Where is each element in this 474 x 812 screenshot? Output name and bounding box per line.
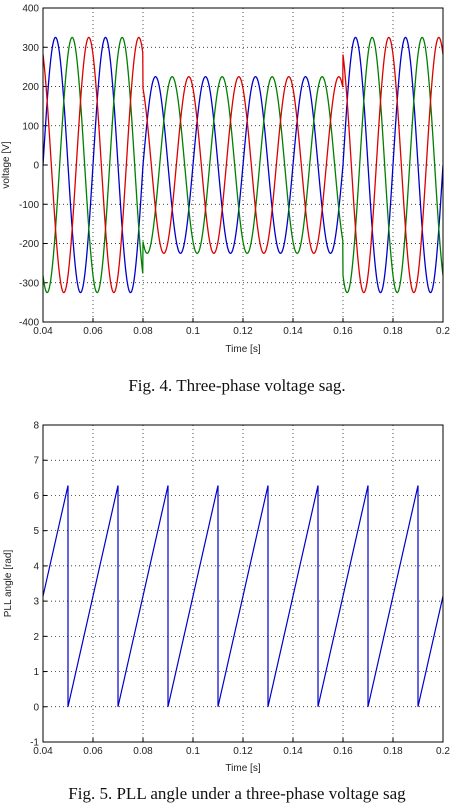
fig4-tick-label-x: 0.12 bbox=[233, 326, 253, 337]
fig5-tick-label-x: 0.12 bbox=[233, 746, 253, 757]
fig5-y-axis-label: PLL angle [rad] bbox=[3, 550, 14, 618]
fig4-tick-label-y: -200 bbox=[19, 239, 39, 250]
fig4-tick-label-x: 0.08 bbox=[133, 326, 153, 337]
fig4-tick-label-y: 200 bbox=[22, 82, 39, 93]
fig4-caption: Fig. 4. Three-phase voltage sag. bbox=[128, 376, 346, 395]
fig4-tick-label-x: 0.04 bbox=[33, 326, 53, 337]
fig5-pll-angle-line bbox=[43, 485, 443, 707]
fig5-tick-label-y: 2 bbox=[33, 632, 39, 643]
fig4-tick-label-x: 0.18 bbox=[383, 326, 403, 337]
fig5-tick-label-x: 0.14 bbox=[283, 746, 303, 757]
fig5-x-axis-label: Time [s] bbox=[225, 763, 260, 774]
fig4-series-group bbox=[43, 36, 443, 294]
fig4-x-axis-label: Time [s] bbox=[225, 344, 260, 355]
fig4-tick-label-x: 0.14 bbox=[283, 326, 303, 337]
fig5-tick-label-x: 0.16 bbox=[333, 746, 353, 757]
fig5-tick-label-x: 0.2 bbox=[436, 746, 450, 757]
fig5-tick-label-y: 3 bbox=[33, 597, 39, 608]
fig4-tick-label-y: 400 bbox=[22, 4, 39, 15]
fig4-series-3-line bbox=[43, 36, 443, 294]
fig5-tick-label-y: 4 bbox=[33, 561, 39, 572]
fig5-tick-label-x: 0.1 bbox=[186, 746, 200, 757]
fig5-tick-label-y: 1 bbox=[33, 667, 39, 678]
fig4-series-1-line bbox=[43, 36, 443, 294]
fig5-tick-label-y: 5 bbox=[33, 526, 39, 537]
fig4-tick-label-x: 0.16 bbox=[333, 326, 353, 337]
fig5-series-group bbox=[43, 485, 443, 707]
fig5-tick-label-y: 6 bbox=[33, 491, 39, 502]
fig5-caption: Fig. 5. PLL angle under a three-phase vo… bbox=[68, 784, 406, 803]
fig5-tick-label-x: 0.06 bbox=[83, 746, 103, 757]
fig5-tick-label-x: 0.04 bbox=[33, 746, 53, 757]
fig5-plot-area bbox=[43, 425, 443, 742]
fig4-tick-label-x: 0.06 bbox=[83, 326, 103, 337]
fig5-tick-label-x: 0.18 bbox=[383, 746, 403, 757]
fig5-tick-label-y: -1 bbox=[30, 738, 39, 749]
fig4-tick-label-y: 0 bbox=[33, 161, 39, 172]
fig4-series-2-line bbox=[43, 36, 443, 294]
fig5-tick-label-y: 8 bbox=[33, 421, 39, 432]
fig4-tick-label-x: 0.2 bbox=[436, 326, 450, 337]
fig4-tick-label-y: -100 bbox=[19, 200, 39, 211]
fig4-tick-label-y: -400 bbox=[19, 318, 39, 329]
fig4-tick-label-y: -300 bbox=[19, 278, 39, 289]
fig5-tick-label-y: 7 bbox=[33, 456, 39, 467]
fig4-tick-label-y: 300 bbox=[22, 43, 39, 54]
fig4-tick-label-x: 0.1 bbox=[186, 326, 200, 337]
fig4-axes-frame bbox=[42, 7, 444, 323]
fig4-y-axis-label: voltage [V] bbox=[1, 141, 12, 188]
fig5-axes-frame bbox=[42, 424, 444, 743]
fig5-tick-label-x: 0.08 bbox=[133, 746, 153, 757]
fig4-tick-label-y: 100 bbox=[22, 121, 39, 132]
fig5-tick-label-y: 0 bbox=[33, 702, 39, 713]
